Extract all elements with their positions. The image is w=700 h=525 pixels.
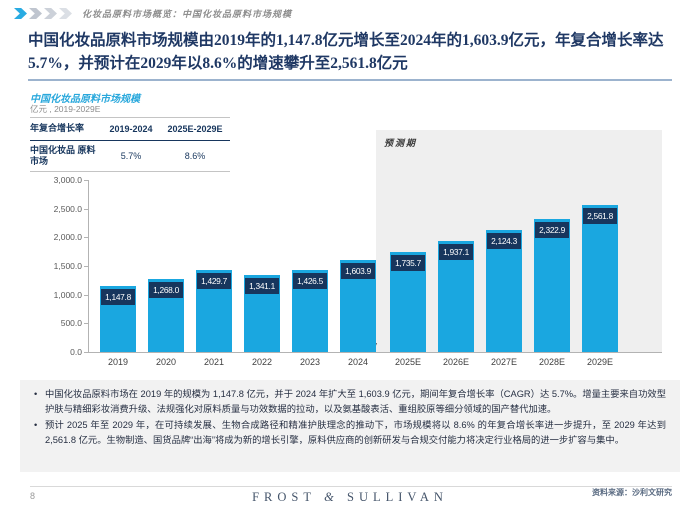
bar-2022: 1,341.1 bbox=[244, 275, 280, 352]
y-axis-tick-mark bbox=[84, 208, 88, 210]
bar-2021: 1,429.7 bbox=[196, 270, 232, 352]
bar-value-label: 1,268.0 bbox=[149, 282, 183, 299]
y-axis-tick-label: 500.0 bbox=[60, 318, 82, 329]
bar-2028E: 2,322.9 bbox=[534, 218, 570, 352]
note-bullet: 中国化妆品原料市场在 2019 年的规模为 1,147.8 亿元，并于 2024… bbox=[32, 387, 666, 416]
bar-value-label: 2,561.8 bbox=[583, 208, 617, 225]
chevron-icon bbox=[29, 8, 42, 19]
chevron-icon bbox=[59, 8, 72, 19]
y-axis-tick-label: 1,000.0 bbox=[53, 289, 82, 300]
breadcrumb-label: 化妆品原料市场概览：中国化妆品原料市场规模 bbox=[82, 9, 293, 19]
footer-divider bbox=[30, 486, 672, 487]
bar-value-label: 1,603.9 bbox=[341, 263, 375, 280]
bar-2026E: 1,937.1 bbox=[438, 240, 474, 352]
brand-right: SULLIVAN bbox=[347, 490, 448, 504]
breadcrumb: 化妆品原料市场概览：中国化妆品原料市场规模 bbox=[14, 7, 292, 20]
y-axis bbox=[88, 180, 89, 352]
y-axis-tick-label: 2,500.0 bbox=[53, 203, 82, 214]
x-axis-category-label: 2024 bbox=[347, 357, 369, 367]
y-axis-tick-mark bbox=[84, 266, 88, 267]
y-axis-tick-mark bbox=[84, 294, 88, 296]
bar-value-label: 2,124.3 bbox=[487, 233, 521, 250]
bar-2024: 1,603.9 bbox=[340, 260, 376, 352]
page-number: 8 bbox=[30, 491, 36, 501]
y-axis-tick-label: 3,000.0 bbox=[53, 175, 82, 185]
y-axis-tick-mark bbox=[84, 180, 88, 181]
chart-subtitle: 亿元 , 2019-2029E bbox=[30, 104, 101, 114]
cagr-value-historic: 5.7% bbox=[120, 151, 142, 161]
x-axis-category-label: 2029E bbox=[586, 357, 614, 367]
chevron-icon bbox=[44, 8, 57, 19]
x-axis-category-label: 2027E bbox=[490, 357, 518, 367]
slide-headline: 中国化妆品原料市场规模由2019年的1,147.8亿元增长至2024年的1,60… bbox=[28, 32, 664, 72]
brand-left: FROST bbox=[252, 490, 317, 504]
bar-2027E: 2,124.3 bbox=[486, 230, 522, 352]
y-axis-tick-label: 1,500.0 bbox=[53, 261, 82, 271]
y-axis-tick-label: 0.0 bbox=[70, 347, 82, 357]
bar-value-label: 1,937.1 bbox=[439, 243, 473, 260]
x-axis-category-label: 2022 bbox=[251, 357, 273, 367]
bar-2029E: 2,561.8 bbox=[582, 205, 618, 352]
bar-2025E: 1,735.7 bbox=[390, 252, 426, 352]
source-note: 资料来源：沙利文研究 bbox=[592, 488, 672, 497]
x-axis-category-label: 2025E bbox=[394, 357, 422, 367]
x-axis-category-label: 2019 bbox=[107, 357, 129, 367]
bar-value-label: 1,147.8 bbox=[101, 289, 135, 306]
x-axis-category-label: 2026E bbox=[442, 357, 470, 367]
cagr-table-data-row: 中国化妆品 原料市场 5.7% 8.6% bbox=[30, 141, 230, 171]
x-axis-category-label: 2020 bbox=[155, 357, 177, 367]
cagr-header-period2: 2025E-2029E bbox=[167, 124, 223, 134]
bar-2020: 1,268.0 bbox=[148, 279, 184, 352]
y-axis-tick-mark bbox=[84, 352, 88, 353]
bar-2023: 1,426.5 bbox=[292, 270, 328, 352]
y-axis-tick-mark bbox=[84, 237, 88, 239]
cagr-row-label: 中国化妆品 原料市场 bbox=[30, 144, 96, 166]
x-axis-category-label: 2028E bbox=[538, 357, 566, 367]
brand-ampersand: & bbox=[324, 490, 339, 504]
note-bullet: 预计 2025 年至 2029 年，在可持续发展、生物合成路径和精准护肤理念的推… bbox=[32, 418, 666, 447]
y-axis-tick-label: 2,000.0 bbox=[53, 232, 82, 243]
bar-value-label: 1,341.1 bbox=[245, 278, 279, 295]
bar-value-label: 1,735.7 bbox=[391, 255, 425, 272]
cagr-table-header-row: 年复合增长率 2019-2024 2025E-2029E bbox=[30, 118, 230, 141]
notes-list: 中国化妆品原料市场在 2019 年的规模为 1,147.8 亿元，并于 2024… bbox=[32, 387, 666, 447]
brand-logo: FROST & SULLIVAN bbox=[0, 490, 700, 505]
bar-value-label: 1,426.5 bbox=[293, 273, 327, 290]
cagr-value-forecast: 8.6% bbox=[184, 151, 206, 161]
headline-divider bbox=[28, 79, 672, 81]
cagr-header-period1: 2019-2024 bbox=[109, 124, 153, 134]
bar-value-label: 2,322.9 bbox=[535, 221, 569, 238]
chart-plot: 预测期 0.0 500.0 1,000.0 1,500.0 2,000.0 2,500.0 3… bbox=[0, 130, 700, 370]
x-axis-category-label: 2023 bbox=[299, 357, 321, 367]
y-axis-tick-mark bbox=[84, 323, 88, 325]
chevron-icon bbox=[14, 8, 27, 19]
chart-title: 中国化妆品原料市场规模 bbox=[30, 94, 140, 105]
cagr-header-metric: 年复合增长率 bbox=[30, 123, 85, 134]
bar-value-label: 1,429.7 bbox=[197, 273, 231, 290]
cagr-table: 年复合增长率 2019-2024 2025E-2029E 中国化妆品 原料市场 … bbox=[30, 117, 230, 172]
bar-2019: 1,147.8 bbox=[100, 286, 136, 352]
x-axis-category-label: 2021 bbox=[203, 357, 225, 367]
x-axis bbox=[88, 352, 662, 353]
notes-panel: 中国化妆品原料市场在 2019 年的规模为 1,147.8 亿元，并于 2024… bbox=[20, 380, 680, 472]
forecast-period-label: 预测期 bbox=[384, 138, 418, 148]
